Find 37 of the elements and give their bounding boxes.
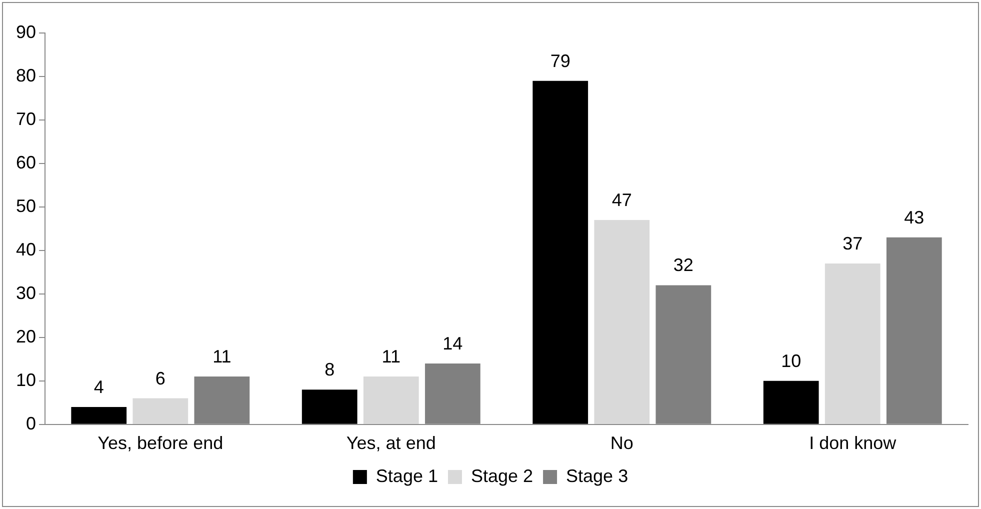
data-label: 14	[442, 333, 463, 354]
y-tick-label: 20	[16, 326, 36, 346]
y-tick-label: 80	[16, 65, 36, 86]
bar	[763, 380, 819, 424]
y-tick-label: 70	[16, 108, 36, 129]
y-tick-label: 10	[16, 370, 36, 390]
data-label: 8	[324, 360, 335, 380]
bar	[594, 220, 650, 424]
bar	[532, 80, 588, 424]
y-tick-label: 0	[26, 413, 36, 434]
data-label: 10	[781, 350, 802, 371]
y-tick-label: 60	[16, 152, 36, 172]
data-label: 11	[382, 346, 400, 367]
legend-label: Stage 2	[470, 466, 534, 486]
bar	[302, 390, 358, 424]
legend-label: Stage 1	[376, 466, 438, 486]
x-tick-label: I don know	[809, 433, 898, 454]
data-label: 47	[612, 190, 632, 210]
y-tick-label: 90	[16, 22, 36, 42]
bar	[363, 376, 419, 424]
data-label: 4	[94, 376, 104, 397]
x-tick-label: Yes, at end	[346, 433, 436, 454]
y-tick-label: 40	[16, 239, 36, 260]
data-label: 32	[673, 255, 694, 276]
bar	[132, 398, 188, 424]
data-label: 37	[842, 233, 863, 254]
y-tick-label: 50	[16, 196, 36, 216]
data-label: 11	[212, 346, 232, 367]
x-tick-label: No	[610, 433, 634, 454]
legend-label: Stage 3	[566, 466, 628, 486]
bar	[71, 407, 127, 424]
data-label: 79	[550, 50, 570, 71]
y-tick-label: 30	[16, 282, 36, 303]
data-label: 43	[904, 207, 924, 228]
data-label: 6	[155, 368, 166, 388]
x-tick-label: Yes, before end	[98, 433, 224, 454]
bar	[824, 263, 880, 424]
